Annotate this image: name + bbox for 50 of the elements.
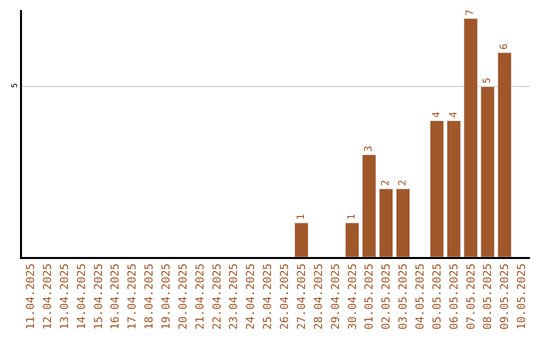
x-tick-label: 20.04.2025 (176, 263, 190, 330)
x-tick-label: 12.04.2025 (40, 263, 54, 330)
x-tick-label: 02.05.2025 (380, 263, 393, 330)
bar (396, 188, 410, 257)
bar (464, 18, 478, 257)
x-tick-label: 19.04.2025 (160, 263, 173, 330)
data-label: 6 (499, 44, 510, 50)
data-label: 5 (482, 78, 494, 84)
x-tick-label: 16.04.2025 (108, 263, 122, 330)
x-tick-label: 22.04.2025 (210, 263, 224, 330)
data-label: 3 (364, 146, 375, 152)
bar (362, 154, 376, 257)
x-tick-label: 15.04.2025 (92, 263, 105, 330)
data-label: 7 (465, 9, 476, 16)
x-tick-label: 23.04.2025 (227, 263, 240, 330)
data-label: 4 (431, 112, 442, 118)
x-tick-label: 08.05.2025 (481, 263, 494, 330)
x-tick-label: 10.05.2025 (515, 263, 528, 330)
x-tick-label: 28.04.2025 (312, 263, 325, 330)
data-label: 4 (448, 112, 460, 118)
bar (294, 222, 308, 257)
x-tick-label: 21.04.2025 (193, 263, 206, 330)
bar (480, 86, 495, 257)
bar (446, 120, 461, 257)
x-tick-label: 17.04.2025 (126, 263, 139, 330)
x-tick-label: 30.04.2025 (346, 263, 359, 330)
bar (345, 222, 360, 257)
data-label: 2 (380, 180, 392, 186)
x-tick-label: 01.05.2025 (362, 263, 376, 330)
x-tick-label: 09.05.2025 (498, 263, 512, 330)
x-tick-label: 18.04.2025 (142, 263, 156, 330)
bar (379, 188, 394, 257)
x-tick-label: 24.04.2025 (244, 263, 258, 330)
data-label: 1 (296, 214, 307, 220)
x-tick-label: 29.04.2025 (328, 263, 342, 330)
bar (430, 120, 444, 257)
x-tick-label: 06.05.2025 (447, 263, 460, 330)
x-tick-label: 11.04.2025 (24, 263, 38, 330)
x-tick-label: 14.04.2025 (74, 263, 88, 330)
x-tick-label: 13.04.2025 (58, 263, 71, 330)
data-label: 1 (346, 214, 358, 220)
data-label: 2 (398, 180, 408, 186)
x-tick-label: 27.04.2025 (294, 263, 308, 330)
x-tick-label: 07.05.2025 (464, 263, 478, 330)
x-tick-label: 25.04.2025 (261, 263, 274, 330)
bar (498, 52, 512, 257)
x-tick-label: 05.05.2025 (430, 263, 444, 330)
x-tick-label: 26.04.2025 (278, 263, 292, 330)
x-tick-label: 03.05.2025 (396, 263, 410, 330)
x-tick-label: 04.05.2025 (414, 263, 427, 330)
